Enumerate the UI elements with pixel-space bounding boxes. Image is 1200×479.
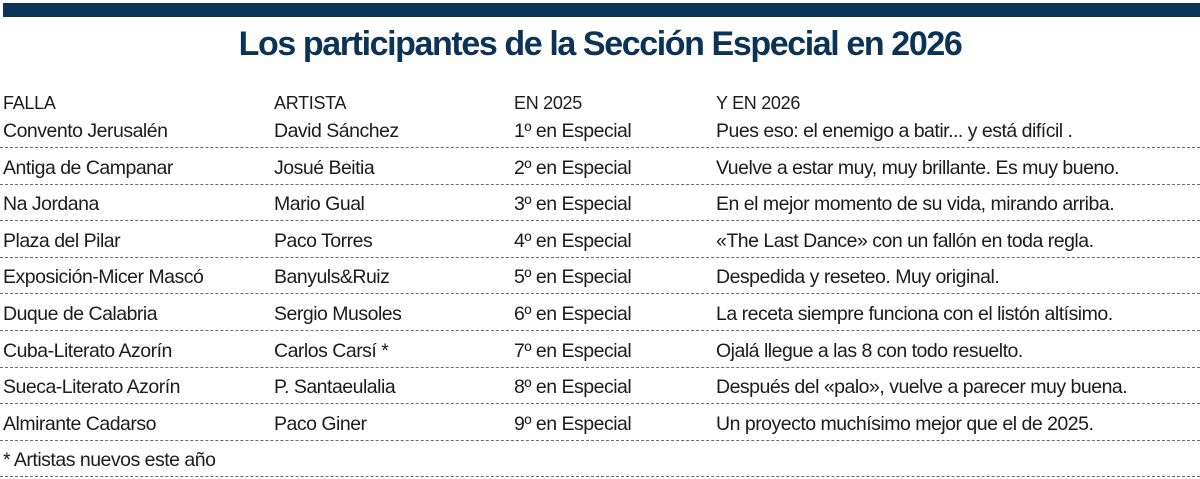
- artista-cell: Carlos Carsí *: [274, 339, 389, 362]
- en-2025-cell: 1º en Especial: [514, 120, 632, 142]
- column-header-en-2025: EN 2025: [514, 93, 582, 113]
- artista-cell: David Sánchez: [274, 120, 399, 142]
- en-2026-cell: La receta siempre funciona con el listón…: [716, 302, 1113, 325]
- falla-cell: Plaza del Pilar: [3, 229, 121, 252]
- en-2025-cell: 7º en Especial: [514, 339, 632, 362]
- artista-cell: P. Santaeulalia: [274, 376, 396, 399]
- table-row: Exposición-Micer Mascó Banyuls&Ruiz 5º e…: [0, 258, 1200, 295]
- artista-cell: Josué Beitia: [274, 156, 375, 179]
- falla-cell: Exposición-Micer Mascó: [3, 266, 204, 289]
- column-header-en-2026: Y EN 2026: [716, 93, 801, 113]
- table-row: Duque de Calabria Sergio Musoles 6º en E…: [0, 294, 1200, 331]
- table-row: Almirante Cadarso Paco Giner 9º en Espec…: [0, 404, 1200, 441]
- en-2025-cell: 4º en Especial: [514, 229, 632, 252]
- en-2025-cell: 5º en Especial: [514, 266, 632, 289]
- artista-cell: Mario Gual: [274, 193, 365, 216]
- en-2026-cell: Un proyecto muchísimo mejor que el de 20…: [716, 412, 1094, 435]
- en-2026-cell: En el mejor momento de su vida, mirando …: [716, 193, 1115, 216]
- en-2025-cell: 6º en Especial: [514, 302, 632, 325]
- artista-cell: Banyuls&Ruiz: [274, 266, 390, 289]
- table-row: Sueca-Literato Azorín P. Santaeulalia 8º…: [0, 368, 1200, 405]
- table-row: Convento Jerusalén David Sánchez 1º en E…: [0, 116, 1200, 148]
- en-2025-cell: 8º en Especial: [514, 376, 632, 399]
- participants-table: FALLA ARTISTA EN 2025 Y EN 2026 Convento…: [0, 90, 1200, 477]
- table-row: Cuba-Literato Azorín Carlos Carsí * 7º e…: [0, 331, 1200, 368]
- falla-cell: Almirante Cadarso: [3, 412, 156, 435]
- falla-cell: Convento Jerusalén: [3, 120, 168, 142]
- artista-cell: Paco Torres: [274, 229, 373, 252]
- footnote-row: * Artistas nuevos este año: [0, 441, 1200, 478]
- en-2025-cell: 9º en Especial: [514, 412, 632, 435]
- table-row: Plaza del Pilar Paco Torres 4º en Especi…: [0, 221, 1200, 258]
- table-row: Na Jordana Mario Gual 3º en Especial En …: [0, 185, 1200, 222]
- falla-cell: Cuba-Literato Azorín: [3, 339, 172, 362]
- en-2026-cell: Ojalá llegue a las 8 con todo resuelto.: [716, 339, 1023, 362]
- falla-cell: Na Jordana: [3, 193, 99, 216]
- falla-cell: Sueca-Literato Azorín: [3, 376, 181, 399]
- footnote: * Artistas nuevos este año: [3, 449, 216, 472]
- column-header-falla: FALLA: [3, 93, 56, 113]
- en-2025-cell: 3º en Especial: [514, 193, 632, 216]
- en-2026-cell: Pues eso: el enemigo a batir... y está d…: [716, 120, 1073, 142]
- header-bar: [3, 3, 1200, 17]
- artista-cell: Sergio Musoles: [274, 302, 402, 325]
- en-2026-cell: «The Last Dance» con un fallón en toda r…: [716, 229, 1094, 252]
- falla-cell: Duque de Calabria: [3, 302, 158, 325]
- column-header-artista: ARTISTA: [274, 93, 347, 113]
- en-2026-cell: Después del «palo», vuelve a parecer muy…: [716, 376, 1128, 399]
- page-title: Los participantes de la Sección Especial…: [238, 25, 963, 63]
- artista-cell: Paco Giner: [274, 412, 367, 435]
- table-header: FALLA ARTISTA EN 2025 Y EN 2026: [0, 90, 1200, 116]
- en-2026-cell: Despedida y reseteo. Muy original.: [716, 266, 1000, 289]
- en-2025-cell: 2º en Especial: [514, 156, 632, 179]
- en-2026-cell: Vuelve a estar muy, muy brillante. Es mu…: [716, 156, 1120, 179]
- table-row: Antiga de Campanar Josué Beitia 2º en Es…: [0, 148, 1200, 185]
- falla-cell: Antiga de Campanar: [3, 156, 173, 179]
